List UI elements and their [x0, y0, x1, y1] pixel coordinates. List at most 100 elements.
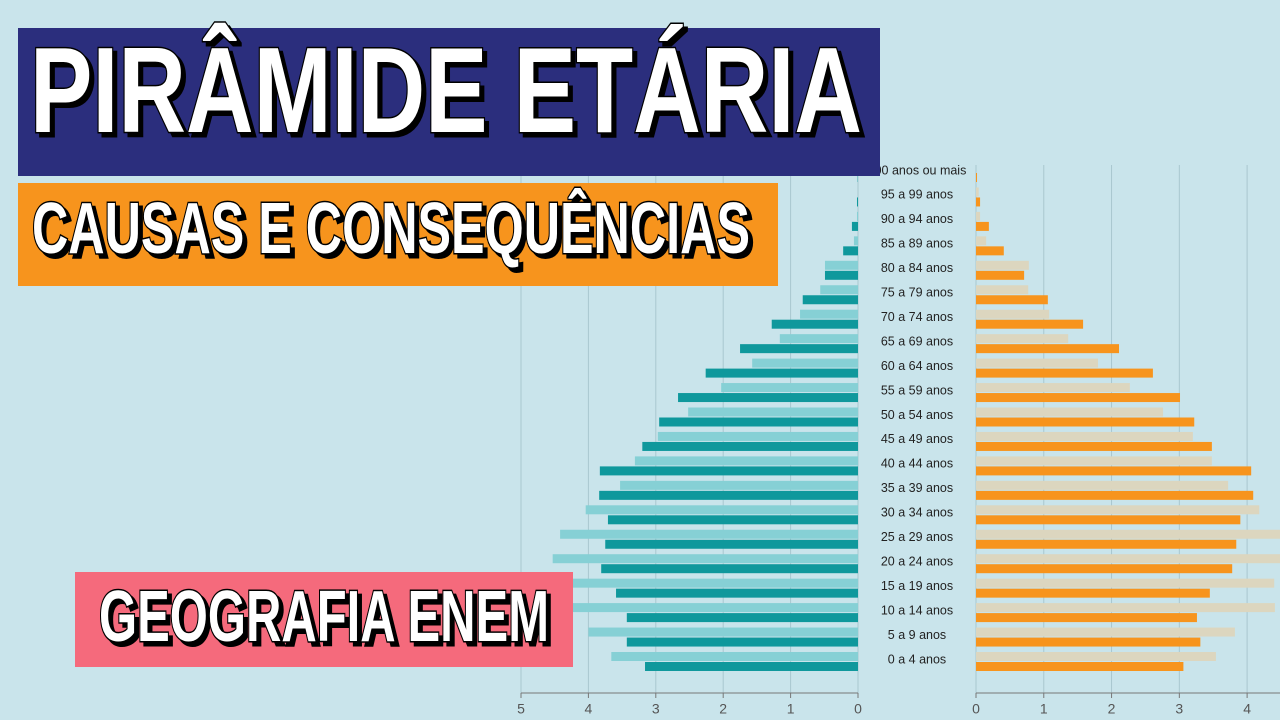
- plot: 5 4 3 2 1 0 0 1 2 3 4 0 a 4 anos 5 a 9 anos 10 a 14 a…: [517, 163, 1280, 717]
- bar: [976, 295, 1048, 305]
- bar: [824, 270, 858, 280]
- x-tick-label: 4: [1243, 701, 1251, 717]
- bar: [779, 334, 858, 344]
- x-tick-label: 5: [517, 701, 525, 717]
- bar: [820, 285, 858, 295]
- bar: [976, 383, 1130, 393]
- bar: [976, 309, 1050, 319]
- category-label: 10 a 14 anos: [881, 603, 953, 617]
- bar: [976, 652, 1216, 661]
- bar: [976, 613, 1197, 623]
- bar: [642, 441, 858, 451]
- category-label: 40 a 44 anos: [881, 457, 953, 471]
- bar: [771, 319, 858, 329]
- bar: [976, 211, 981, 221]
- x-tick-label: 3: [652, 701, 660, 717]
- category-label: 30 a 34 anos: [881, 506, 953, 520]
- bar: [552, 554, 858, 564]
- bar: [976, 417, 1195, 427]
- bar: [976, 358, 1098, 368]
- bar: [976, 637, 1201, 647]
- bar: [976, 441, 1212, 451]
- bar: [626, 637, 858, 647]
- x-tick-label: 0: [854, 701, 862, 717]
- bar: [752, 358, 858, 368]
- category-label: 35 a 39 anos: [881, 481, 953, 495]
- bar: [549, 603, 858, 613]
- annotation-banner: [75, 572, 573, 667]
- bar: [976, 173, 978, 182]
- bar: [976, 564, 1233, 574]
- bar: [853, 236, 858, 246]
- bar: [611, 652, 858, 661]
- bar: [616, 588, 858, 598]
- category-label: 25 a 29 anos: [881, 530, 953, 544]
- category-label: 75 a 79 anos: [881, 286, 953, 300]
- bar: [607, 515, 858, 525]
- bar: [659, 417, 858, 427]
- bar: [634, 456, 858, 466]
- bar: [976, 368, 1153, 378]
- bar: [556, 578, 858, 588]
- bar: [976, 187, 979, 197]
- bar: [976, 662, 1184, 671]
- category-label: 55 a 59 anos: [881, 383, 953, 397]
- bar: [976, 578, 1275, 588]
- bar: [976, 197, 981, 207]
- category-label: 0 a 4 anos: [888, 652, 946, 666]
- bar: [856, 197, 858, 207]
- category-label: 15 a 19 anos: [881, 579, 953, 593]
- category-label: 65 a 69 anos: [881, 334, 953, 348]
- bar: [645, 662, 858, 671]
- bar: [626, 613, 858, 623]
- bar: [976, 515, 1241, 525]
- bar: [976, 529, 1280, 539]
- bar: [976, 221, 989, 231]
- bar: [802, 295, 858, 305]
- bar: [976, 466, 1252, 476]
- bar: [976, 603, 1275, 613]
- bar: [605, 539, 858, 549]
- bar: [976, 285, 1029, 295]
- category-label: 45 a 49 anos: [881, 432, 953, 446]
- bar: [976, 490, 1254, 500]
- bar: [976, 554, 1280, 564]
- bar: [976, 456, 1212, 466]
- category-label: 70 a 74 anos: [881, 310, 953, 324]
- bar: [976, 270, 1025, 280]
- bar: [588, 627, 858, 637]
- bar: [976, 480, 1229, 490]
- bar: [843, 246, 858, 256]
- bar: [976, 539, 1237, 549]
- x-tick-label: 1: [787, 701, 795, 717]
- x-tick-label: 0: [972, 701, 980, 717]
- annotation: GEOGRAFIA ENEM: [99, 577, 549, 657]
- bar: [657, 431, 858, 441]
- bar: [620, 480, 858, 490]
- x-tick-label: 4: [585, 701, 593, 717]
- bar: [976, 344, 1120, 354]
- x-tick-label: 3: [1175, 701, 1183, 717]
- bar: [705, 368, 858, 378]
- bar: [976, 431, 1193, 441]
- bar: [851, 221, 858, 231]
- bar: [740, 344, 858, 354]
- bar: [976, 260, 1029, 270]
- x-tick-label: 1: [1040, 701, 1048, 717]
- category-label: 85 a 89 anos: [881, 237, 953, 251]
- bar: [599, 466, 858, 476]
- bar: [976, 627, 1235, 637]
- bar: [976, 236, 987, 246]
- bar: [560, 529, 858, 539]
- bar: [678, 393, 858, 403]
- bar: [976, 407, 1164, 417]
- bar: [976, 393, 1181, 403]
- bar: [976, 588, 1210, 598]
- x-tick-label: 2: [719, 701, 727, 717]
- chart-title: PIRÂMIDE ETÁRIA: [30, 21, 862, 158]
- category-label: 60 a 64 anos: [881, 359, 953, 373]
- bar: [688, 407, 858, 417]
- category-label: 95 a 99 anos: [881, 188, 953, 202]
- bar: [721, 383, 858, 393]
